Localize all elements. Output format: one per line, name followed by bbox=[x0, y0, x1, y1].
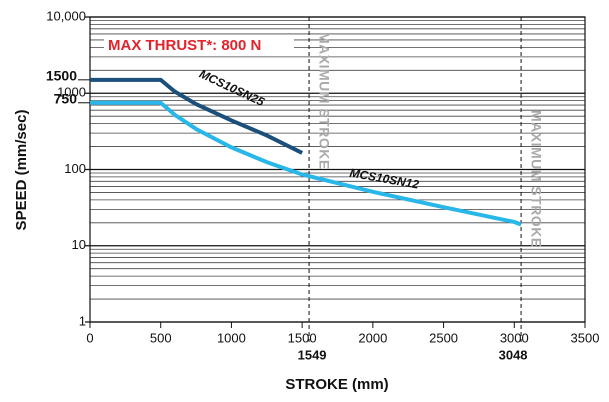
x-axis-title: STROKE (mm) bbox=[285, 376, 388, 393]
y-tick-label: 10,000 bbox=[46, 8, 86, 23]
x-tick-label: 1500 bbox=[288, 330, 317, 345]
y-tick-label: 1 bbox=[79, 313, 86, 328]
x-tick-label: 3500 bbox=[571, 330, 600, 345]
max-stroke-value: 1549 bbox=[298, 347, 327, 362]
x-tick-label: 2000 bbox=[358, 330, 387, 345]
max-stroke-label: MAXIMUM STROKE bbox=[528, 110, 544, 248]
x-tick-label: 0 bbox=[86, 330, 93, 345]
x-tick-label: 1000 bbox=[217, 330, 246, 345]
plot-frame bbox=[89, 16, 586, 323]
y-tick-label: 100 bbox=[64, 161, 86, 176]
max-stroke-value: 3048 bbox=[499, 347, 528, 362]
annotation: MAX THRUST*: 800 N bbox=[108, 37, 261, 54]
y-mark-label: 1500 bbox=[46, 68, 77, 84]
y-axis-title: SPEED (mm/sec) bbox=[13, 110, 30, 231]
series-label: MCS10SN25 bbox=[197, 67, 267, 109]
y-tick-label: 10 bbox=[72, 237, 86, 252]
annotation-bg bbox=[104, 35, 294, 55]
max-stroke-label: MAXIMUM STROKE bbox=[316, 32, 332, 170]
y-mark-label: 750 bbox=[54, 90, 78, 106]
x-tick-label: 500 bbox=[150, 330, 172, 345]
y-tick-label: 1000 bbox=[57, 85, 86, 100]
line bbox=[90, 77, 304, 155]
x-tick-label: 2500 bbox=[429, 330, 458, 345]
x-tick-label: 3000 bbox=[500, 330, 529, 345]
line bbox=[90, 100, 522, 227]
